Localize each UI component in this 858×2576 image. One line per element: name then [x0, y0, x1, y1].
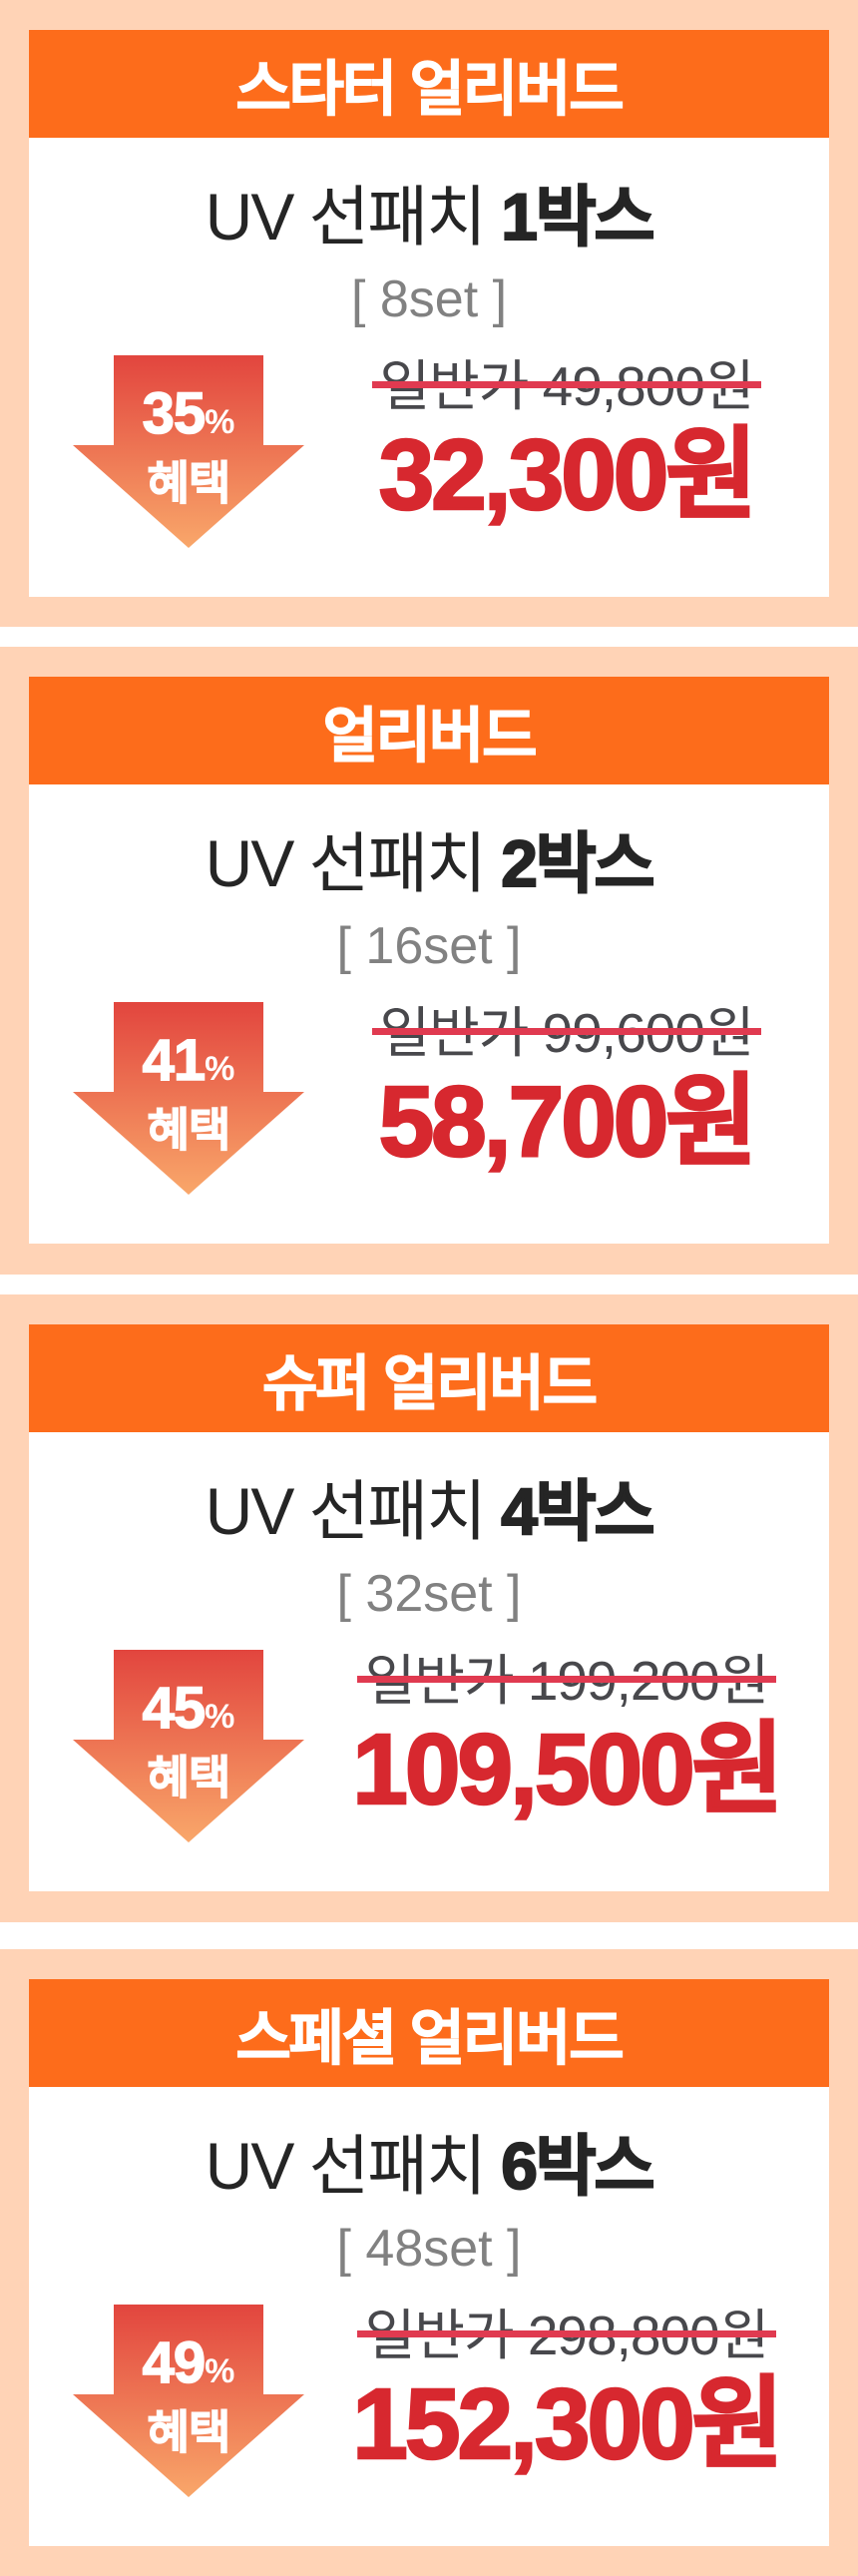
set-count: [ 8set ] — [350, 270, 508, 328]
card-body: UV 선패치 2박스 [ 16set ] 41% 혜택 일반가 99,600원 … — [29, 784, 829, 1195]
set-count: [ 48set ] — [336, 2220, 522, 2278]
product-name-bold: 1박스 — [500, 179, 655, 255]
discount-arrow-icon: 35% 혜택 — [73, 355, 304, 548]
sale-price: 32,300원 — [377, 419, 758, 531]
original-price: 일반가 199,200원 — [356, 1650, 776, 1712]
card-body: UV 선패치 4박스 [ 32set ] 45% 혜택 일반가 199,200원… — [29, 1432, 829, 1842]
discount-arrow-icon: 41% 혜택 — [73, 1002, 304, 1195]
product-name: UV 선패치 1박스 — [29, 178, 829, 256]
original-price: 일반가 99,600원 — [372, 1002, 761, 1064]
discount-arrow-icon: 45% 혜택 — [73, 1650, 304, 1842]
price-block: 일반가 49,800원 32,300원 — [304, 355, 829, 531]
price-row: 45% 혜택 일반가 199,200원 109,500원 — [29, 1650, 829, 1842]
price-block: 일반가 298,800원 152,300원 — [304, 2305, 829, 2480]
card-special-early-bird: 스페셜 얼리버드 UV 선패치 6박스 [ 48set ] 49% 혜택 일반가… — [29, 1979, 829, 2546]
discount-percent: 45% — [142, 1676, 235, 1741]
discount-percent: 35% — [142, 381, 235, 446]
product-name-regular: UV 선패치 — [205, 2129, 502, 2203]
original-price: 일반가 49,800원 — [372, 355, 761, 417]
product-name: UV 선패치 4박스 — [29, 1472, 829, 1550]
card-header: 슈퍼 얼리버드 — [29, 1324, 829, 1432]
discount-caption: 혜택 — [147, 2405, 231, 2458]
promo-section-starter: 스타터 얼리버드 UV 선패치 1박스 [ 8set ] 35% 혜택 일반가 … — [0, 0, 858, 627]
price-row: 49% 혜택 일반가 298,800원 152,300원 — [29, 2305, 829, 2497]
discount-caption: 혜택 — [147, 1751, 231, 1803]
product-name: UV 선패치 6박스 — [29, 2127, 829, 2205]
price-row: 35% 혜택 일반가 49,800원 32,300원 — [29, 355, 829, 548]
price-block: 일반가 99,600원 58,700원 — [304, 1002, 829, 1178]
card-header: 스타터 얼리버드 — [29, 30, 829, 138]
product-name-bold: 6박스 — [500, 2128, 655, 2204]
product-name-regular: UV 선패치 — [205, 1474, 502, 1548]
discount-caption: 혜택 — [147, 1103, 231, 1156]
set-count: [ 16set ] — [336, 917, 522, 975]
promo-section-early-bird: 얼리버드 UV 선패치 2박스 [ 16set ] 41% 혜택 일반가 99,… — [0, 647, 858, 1275]
price-block: 일반가 199,200원 109,500원 — [304, 1650, 829, 1825]
sale-price: 152,300원 — [351, 2368, 785, 2480]
card-body: UV 선패치 1박스 [ 8set ] 35% 혜택 일반가 49,800원 3… — [29, 138, 829, 548]
sale-price: 109,500원 — [351, 1714, 785, 1825]
down-arrow-shape — [73, 1002, 304, 1195]
product-name-bold: 2박스 — [500, 825, 655, 901]
product-name: UV 선패치 2박스 — [29, 824, 829, 902]
sale-price: 58,700원 — [377, 1066, 758, 1178]
discount-arrow-icon: 49% 혜택 — [73, 2305, 304, 2497]
original-price: 일반가 298,800원 — [356, 2305, 776, 2366]
product-name-regular: UV 선패치 — [205, 180, 502, 254]
card-header: 스페셜 얼리버드 — [29, 1979, 829, 2087]
promo-section-special: 스페셜 얼리버드 UV 선패치 6박스 [ 48set ] 49% 혜택 일반가… — [0, 1949, 858, 2576]
promo-section-super: 슈퍼 얼리버드 UV 선패치 4박스 [ 32set ] 45% 혜택 일반가 … — [0, 1294, 858, 1922]
card-header-label: 얼리버드 — [322, 702, 538, 770]
card-header-label: 슈퍼 얼리버드 — [261, 1349, 598, 1417]
card-header: 얼리버드 — [29, 677, 829, 784]
discount-caption: 혜택 — [147, 456, 231, 509]
product-name-regular: UV 선패치 — [205, 826, 502, 900]
down-arrow-shape — [73, 355, 304, 548]
card-starter-early-bird: 스타터 얼리버드 UV 선패치 1박스 [ 8set ] 35% 혜택 일반가 … — [29, 30, 829, 597]
card-super-early-bird: 슈퍼 얼리버드 UV 선패치 4박스 [ 32set ] 45% 혜택 일반가 … — [29, 1324, 829, 1891]
card-header-label: 스타터 얼리버드 — [235, 55, 625, 123]
discount-percent: 49% — [142, 2330, 235, 2395]
discount-percent: 41% — [142, 1028, 235, 1093]
down-arrow-shape — [73, 1650, 304, 1842]
card-header-label: 스페셜 얼리버드 — [235, 2004, 625, 2072]
card-early-bird: 얼리버드 UV 선패치 2박스 [ 16set ] 41% 혜택 일반가 99,… — [29, 677, 829, 1244]
product-name-bold: 4박스 — [500, 1473, 655, 1549]
down-arrow-shape — [73, 2305, 304, 2497]
set-count: [ 32set ] — [336, 1565, 522, 1623]
card-body: UV 선패치 6박스 [ 48set ] 49% 혜택 일반가 298,800원… — [29, 2087, 829, 2497]
price-row: 41% 혜택 일반가 99,600원 58,700원 — [29, 1002, 829, 1195]
